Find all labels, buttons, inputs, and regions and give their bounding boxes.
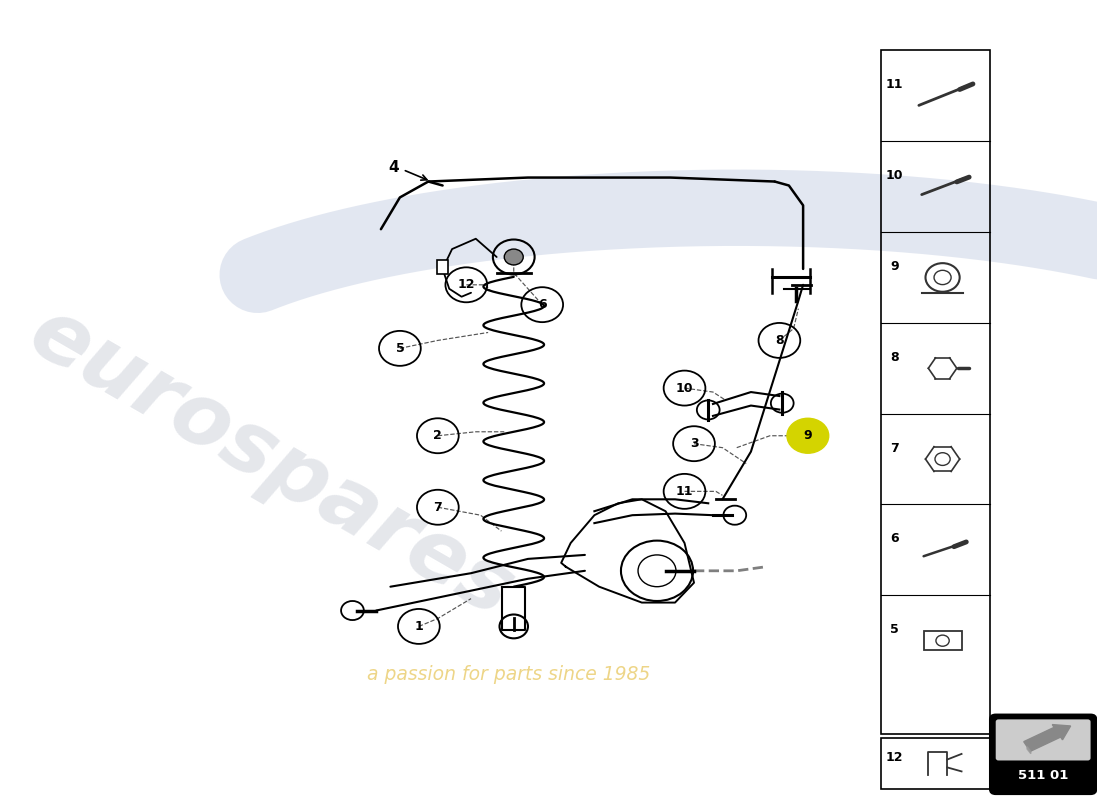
FancyArrow shape	[1024, 725, 1070, 751]
Bar	[881, 50, 990, 734]
Text: 12: 12	[458, 278, 475, 291]
Text: 11: 11	[675, 485, 693, 498]
Text: a passion for parts since 1985: a passion for parts since 1985	[367, 665, 650, 683]
Text: 9: 9	[803, 430, 812, 442]
Text: 511 01: 511 01	[1018, 769, 1068, 782]
Text: 10: 10	[886, 170, 903, 182]
FancyBboxPatch shape	[996, 719, 1090, 761]
Text: 1: 1	[415, 620, 424, 633]
Text: 4: 4	[388, 160, 398, 174]
Text: 7: 7	[890, 442, 899, 454]
Circle shape	[786, 418, 828, 454]
Text: 2: 2	[433, 430, 442, 442]
Polygon shape	[1027, 746, 1031, 754]
Bar	[437, 260, 449, 274]
Text: 9: 9	[890, 260, 899, 273]
Bar	[924, 631, 961, 650]
Text: 6: 6	[890, 533, 899, 546]
Text: 5: 5	[396, 342, 405, 355]
Text: 10: 10	[675, 382, 693, 394]
Text: 3: 3	[690, 437, 698, 450]
Circle shape	[504, 249, 524, 265]
FancyBboxPatch shape	[990, 714, 1097, 794]
Text: 12: 12	[886, 750, 903, 764]
Text: 5: 5	[890, 623, 899, 636]
Text: 7: 7	[433, 501, 442, 514]
Bar	[881, 738, 990, 790]
Text: 8: 8	[890, 351, 899, 364]
Text: 8: 8	[776, 334, 783, 347]
Text: 6: 6	[538, 298, 547, 311]
Text: 11: 11	[886, 78, 903, 91]
Text: eurospares: eurospares	[15, 291, 528, 636]
